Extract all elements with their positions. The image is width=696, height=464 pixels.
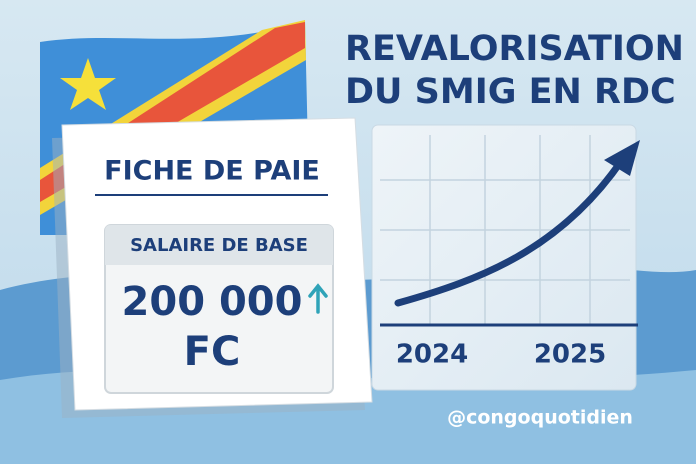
payslip-title: FICHE DE PAIE xyxy=(104,156,320,187)
chart-panel xyxy=(371,124,640,391)
title-line: REVALORISATION xyxy=(345,29,684,69)
year-label: 2024 xyxy=(396,340,468,370)
title-line: DU SMIG EN RDC xyxy=(345,72,676,112)
salary-currency: FC xyxy=(184,329,241,375)
payslip-card xyxy=(52,117,373,418)
salary-label: SALAIRE DE BASE xyxy=(130,235,308,256)
salary-amount: 200 000 xyxy=(122,279,303,325)
year-label: 2025 xyxy=(534,340,606,370)
social-handle: @congoquotidien xyxy=(447,407,633,429)
